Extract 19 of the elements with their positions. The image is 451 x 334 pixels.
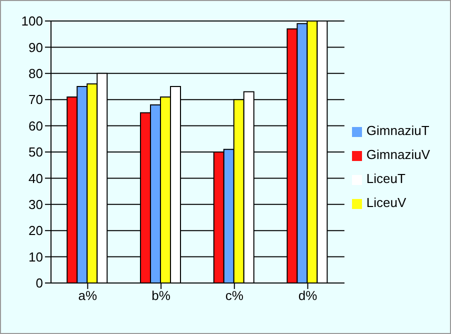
- y-tick-label: 20: [28, 223, 43, 238]
- x-tick-label: b%: [152, 288, 171, 304]
- legend-label: LiceuV: [366, 195, 406, 210]
- y-tick-label: 80: [28, 66, 43, 82]
- legend-label: GimnaziuT: [366, 123, 430, 138]
- y-tick-label: 60: [28, 118, 43, 134]
- y-tick-label: 10: [28, 249, 43, 264]
- y-tick-label: 70: [28, 92, 43, 108]
- y-tick-label: 90: [28, 40, 43, 55]
- y-tick-label: 40: [28, 170, 43, 186]
- x-tick-label: d%: [298, 288, 318, 304]
- x-tick-label: c%: [225, 288, 244, 304]
- legend-label: LiceuT: [366, 171, 406, 186]
- legend-label: GimnaziuV: [366, 147, 430, 162]
- y-tick-label: 30: [28, 197, 43, 212]
- y-tick-label: 0: [36, 276, 43, 291]
- x-tick-label: a%: [78, 288, 98, 304]
- y-tick-label: 100: [21, 14, 43, 29]
- y-tick-label: 50: [28, 144, 43, 160]
